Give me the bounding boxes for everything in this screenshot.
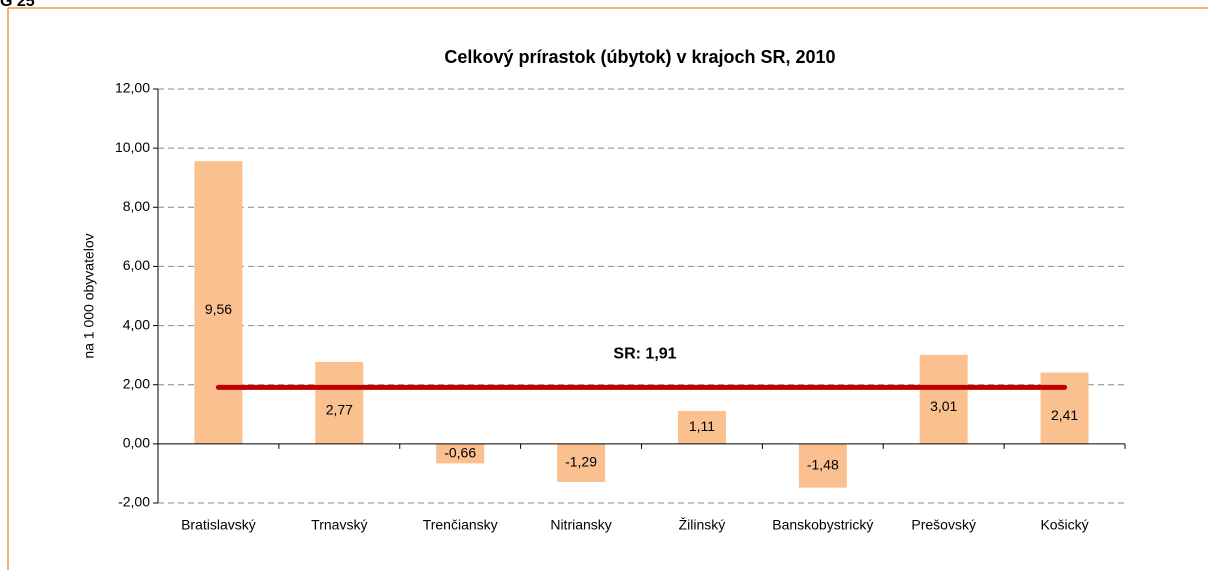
- x-tick-label: Trnavský: [311, 517, 367, 533]
- reference-label: SR: 1,91: [613, 346, 676, 363]
- x-tick-label: Žilinský: [679, 517, 726, 533]
- value-label: 9,56: [205, 301, 232, 317]
- value-label: 2,41: [1051, 407, 1078, 423]
- value-label: -0,66: [444, 444, 476, 460]
- bar: [677, 411, 726, 444]
- y-tick-label: 6,00: [123, 257, 150, 273]
- x-tick-label: Trenčiansky: [423, 517, 498, 533]
- y-tick-label: -2,00: [118, 494, 150, 510]
- y-tick-label: 4,00: [123, 316, 150, 332]
- value-label: 1,11: [689, 418, 715, 434]
- x-tick-label: Banskobystrický: [772, 517, 873, 533]
- bar: [194, 161, 243, 444]
- figure-label: G 25: [0, 0, 35, 10]
- bar: [798, 443, 847, 488]
- x-tick-label: Bratislavský: [181, 517, 256, 533]
- y-tick-label: 2,00: [123, 375, 150, 391]
- x-tick-label: Nitriansky: [550, 517, 611, 533]
- y-tick-label: 0,00: [123, 435, 150, 451]
- y-tick-label: 8,00: [123, 198, 150, 214]
- x-tick-label: Prešovský: [911, 517, 976, 533]
- value-label: 2,77: [326, 402, 353, 418]
- chart-title: Celkový prírastok (úbytok) v krajoch SR,…: [444, 47, 835, 67]
- y-tick-label: 12,00: [115, 80, 150, 96]
- bar: [1040, 372, 1089, 444]
- bar: [557, 443, 606, 483]
- value-label: 3,01: [930, 398, 957, 414]
- value-label: -1,48: [807, 456, 839, 472]
- bar: [919, 354, 968, 444]
- bar: [436, 443, 485, 464]
- x-tick-label: Košický: [1040, 517, 1088, 533]
- value-label: -1,29: [565, 454, 597, 470]
- y-axis-label: na 1 000 obyvatelov: [81, 233, 97, 358]
- y-tick-label: 10,00: [115, 139, 150, 155]
- bar: [315, 361, 364, 444]
